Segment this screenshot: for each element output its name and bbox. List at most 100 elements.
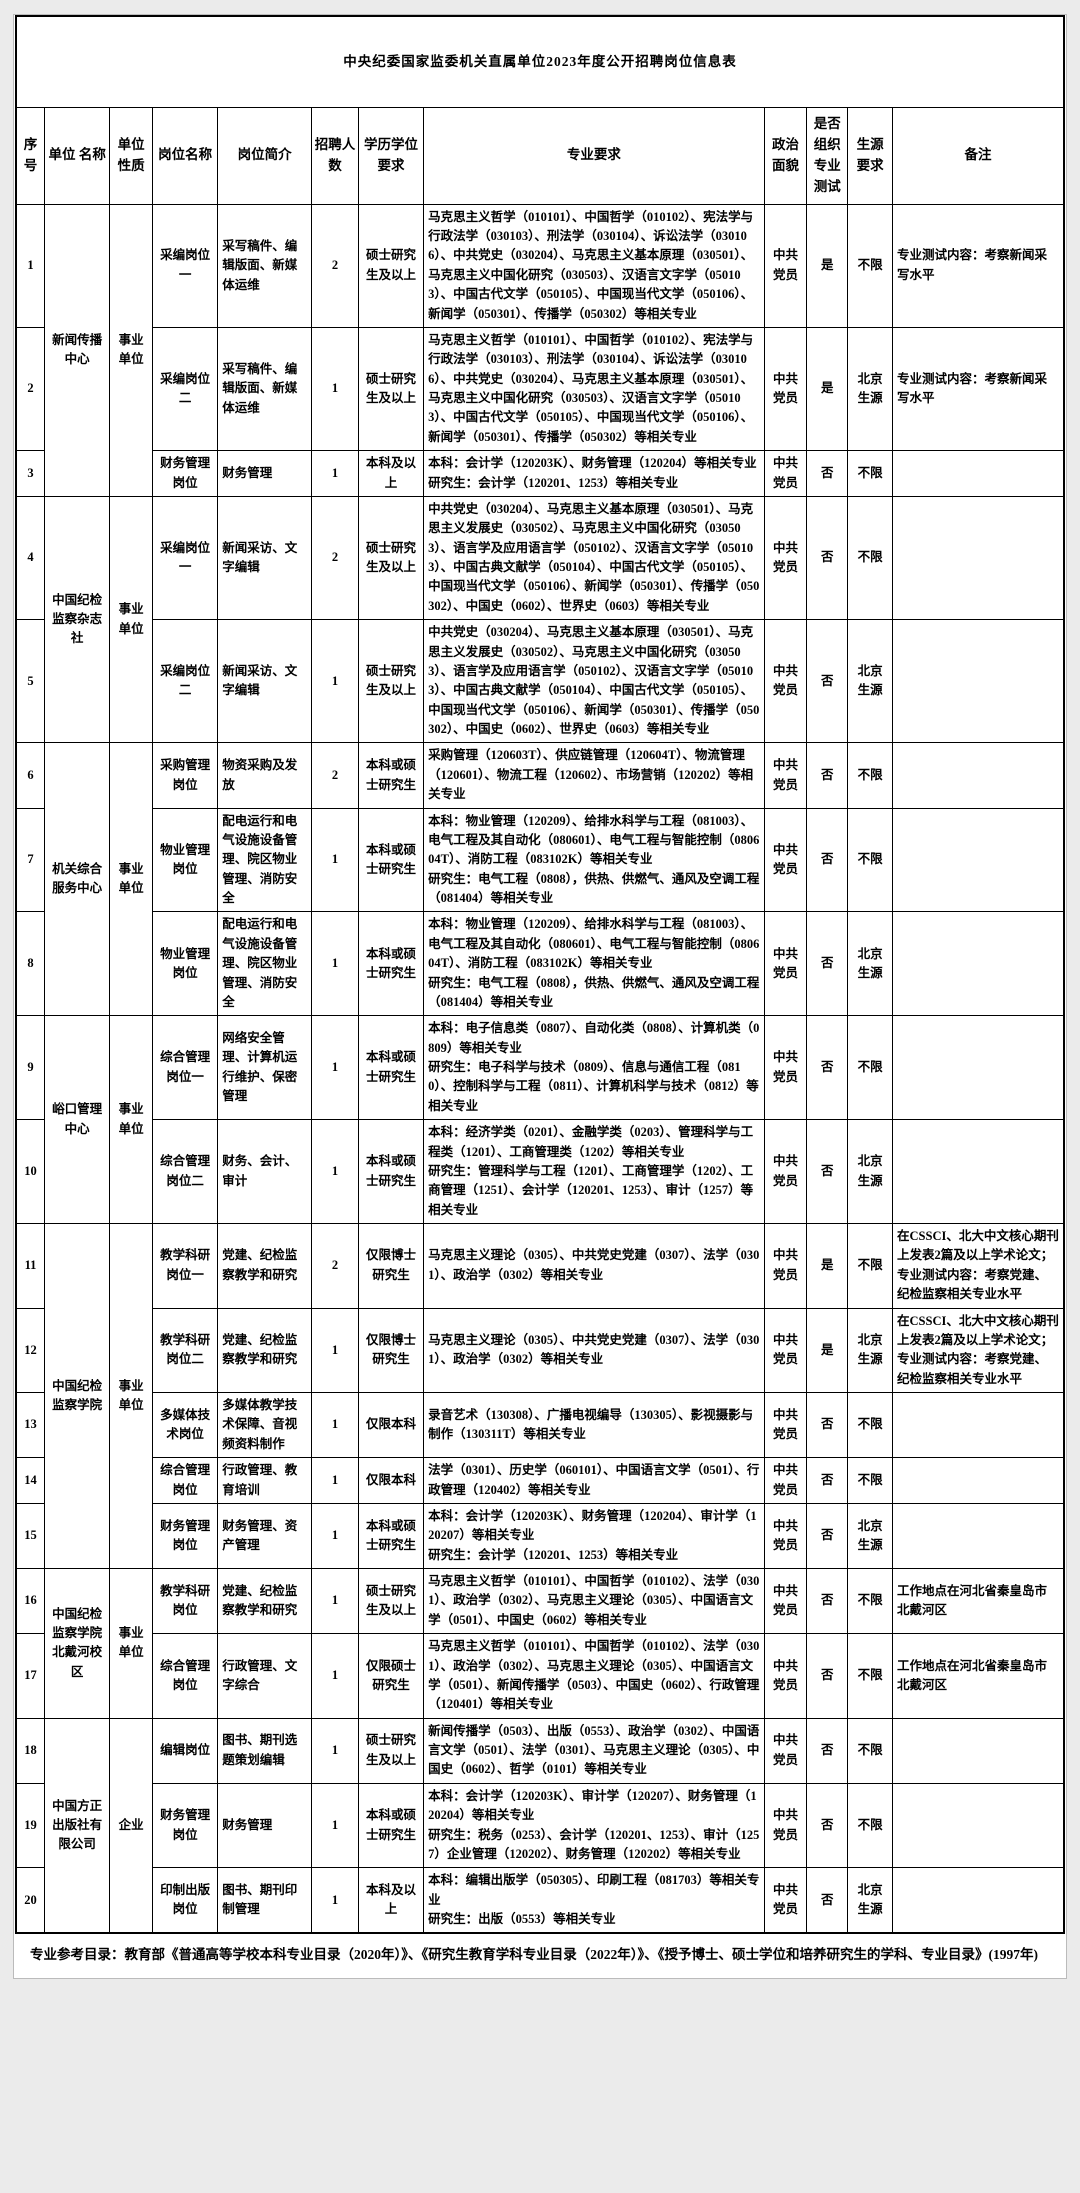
cell-origin: 不限 [847,203,894,328]
table-row: 18 中国方正出版社有限公司 企业 编辑岗位 图书、期刊选题策划编辑 1 硕士研究生及以上新… [15,1717,1065,1934]
cell-education: 本科或硕士研究生 [357,911,425,1017]
col-header-post-desc: 岗位简介 [217,107,313,205]
cell-unit-name: 中国纪检监察杂志社 [44,495,111,744]
cell-note [892,1392,1065,1459]
cell-post-name: 财务管理岗位 [152,1782,219,1869]
cell-education: 硕士研究生及以上 [357,326,425,452]
cell-post-name: 采购管理岗位 [152,742,219,809]
cell-political: 中共党员 [763,1307,808,1394]
header-row: 序号 单位 名称 单位性质 岗位名称 岗位简介 招聘人数 学历学位要求 专业要求… [15,107,1065,205]
cell-post-desc: 物资采购及发放 [217,742,313,809]
cell-major: 本科：电子信息类（0807）、自动化类（0808）、计算机类（0809）等相关专… [423,1015,765,1121]
table-row: 8 物业管理岗位 配电运行和电气设施设备管理、院区物业管理、消防安全 1 本科或硕士研究… [15,911,1065,1017]
cell-test: 否 [806,619,849,744]
cell-major: 本科：会计学（120203K）、财务管理（120204）、审计学（120207）… [423,1502,765,1570]
cell-post-desc: 财务管理 [217,1782,313,1869]
table-row: 13 多媒体技术岗位 多媒体教学技术保障、音视频资料制作 1 仅限本科 录音艺术（1303… [15,1392,1065,1459]
cell-test: 否 [806,1867,849,1934]
cell-post-desc: 图书、期刊印制管理 [217,1867,313,1934]
cell-serial: 15 [15,1502,46,1570]
cell-serial: 16 [15,1568,46,1635]
cell-origin: 不限 [847,1223,894,1309]
cell-note [892,450,1065,497]
cell-education: 本科或硕士研究生 [357,1782,425,1869]
cell-post-name: 教学科研岗位二 [152,1307,219,1394]
cell-education: 本科或硕士研究生 [357,742,425,809]
cell-unit-type: 事业单位 [109,1223,154,1570]
cell-unit-name: 机关综合服务中心 [44,742,111,1017]
cell-major: 新闻传播学（0503）、出版（0553）、政治学（0302）、中国语言文学（05… [423,1717,765,1784]
cell-serial: 5 [15,619,46,744]
cell-major: 法学（0301）、历史学（060101）、中国语言文学（0501）、行政管理（1… [423,1457,765,1504]
cell-serial: 6 [15,742,46,809]
cell-note: 在CSSCI、北大中文核心期刊上发表2篇及以上学术论文；专业测试内容：考察党建、… [892,1307,1065,1394]
table-row: 20 印制出版岗位 图书、期刊印制管理 1 本科及以上 本科：编辑出版学（050305）、… [15,1867,1065,1934]
cell-note: 专业测试内容：考察新闻采写水平 [892,203,1065,328]
recruitment-table: 中央纪委国家监委机关直属单位2023年度公开招聘岗位信息表 序号 单位 名称 单… [15,15,1065,1935]
table-row: 16 中国纪检监察学院北戴河校区 事业单位 教学科研岗位 党建、纪检监察教学和研究 1 硕士… [15,1568,1065,1719]
cell-origin: 不限 [847,1633,894,1719]
cell-political: 中共党员 [763,1392,808,1459]
cell-serial: 8 [15,911,46,1017]
cell-post-name: 物业管理岗位 [152,911,219,1017]
cell-serial: 1 [15,203,46,328]
cell-serial: 20 [15,1867,46,1934]
table-row: 15 财务管理岗位 财务管理、资产管理 1 本科或硕士研究生 本科：会计学（120203K… [15,1502,1065,1570]
cell-education: 仅限本科 [357,1392,425,1459]
cell-unit-type: 事业单位 [109,1015,154,1225]
cell-count: 1 [311,911,359,1017]
cell-note [892,1717,1065,1784]
cell-count: 1 [311,1502,359,1570]
cell-unit-name: 峪口管理中心 [44,1015,111,1225]
cell-post-name: 编辑岗位 [152,1717,219,1784]
cell-political: 中共党员 [763,742,808,809]
col-header-test: 是否组织专业测试 [806,107,849,205]
cell-unit-type: 事业单位 [109,495,154,744]
cell-origin: 北京生源 [847,1119,894,1225]
cell-origin: 北京生源 [847,911,894,1017]
table-row: 12 教学科研岗位二 党建、纪检监察教学和研究 1 仅限博士研究生 马克思主义理论（030… [15,1307,1065,1394]
cell-political: 中共党员 [763,1568,808,1635]
cell-post-desc: 行政管理、文字综合 [217,1633,313,1719]
cell-political: 中共党员 [763,1633,808,1719]
cell-post-name: 采编岗位一 [152,203,219,328]
cell-education: 硕士研究生及以上 [357,1717,425,1784]
cell-education: 硕士研究生及以上 [357,619,425,744]
cell-count: 1 [311,1307,359,1394]
cell-origin: 不限 [847,1717,894,1784]
cell-note [892,495,1065,621]
cell-origin: 北京生源 [847,1502,894,1570]
cell-count: 1 [311,450,359,497]
cell-test: 是 [806,1307,849,1394]
cell-note: 工作地点在河北省秦皇岛市北戴河区 [892,1568,1065,1635]
cell-note [892,1015,1065,1121]
cell-test: 否 [806,1502,849,1570]
cell-test: 否 [806,742,849,809]
cell-major: 马克思主义哲学（010101）、中国哲学（010102）、宪法学与行政法学（03… [423,326,765,452]
cell-test: 是 [806,326,849,452]
cell-political: 中共党员 [763,1223,808,1309]
cell-unit-name: 中国方正出版社有限公司 [44,1717,111,1934]
cell-post-name: 综合管理岗位 [152,1457,219,1504]
cell-serial: 12 [15,1307,46,1394]
cell-major: 马克思主义理论（0305）、中共党史党建（0307）、法学（0301）、政治学（… [423,1223,765,1309]
cell-education: 仅限硕士研究生 [357,1633,425,1719]
cell-note: 专业测试内容：考察新闻采写水平 [892,326,1065,452]
cell-major: 本科：经济学类（0201）、金融学类（0203）、管理科学与工程类（1201）、… [423,1119,765,1225]
cell-political: 中共党员 [763,450,808,497]
cell-education: 本科及以上 [357,450,425,497]
col-header-education: 学历学位要求 [357,107,425,205]
cell-unit-name: 新闻传播中心 [44,203,111,497]
cell-political: 中共党员 [763,807,808,913]
cell-education: 硕士研究生及以上 [357,495,425,621]
cell-unit-type: 事业单位 [109,203,154,497]
cell-test: 否 [806,1633,849,1719]
cell-major: 本科：物业管理（120209）、给排水科学与工程（081003）、电气工程及其自… [423,807,765,913]
cell-post-name: 综合管理岗位二 [152,1119,219,1225]
cell-count: 2 [311,203,359,328]
cell-note [892,1119,1065,1225]
cell-major: 本科：编辑出版学（050305）、印刷工程（081703）等相关专业 研究生：出… [423,1867,765,1934]
cell-post-name: 综合管理岗位 [152,1633,219,1719]
cell-post-desc: 财务管理、资产管理 [217,1502,313,1570]
cell-origin: 不限 [847,1568,894,1635]
